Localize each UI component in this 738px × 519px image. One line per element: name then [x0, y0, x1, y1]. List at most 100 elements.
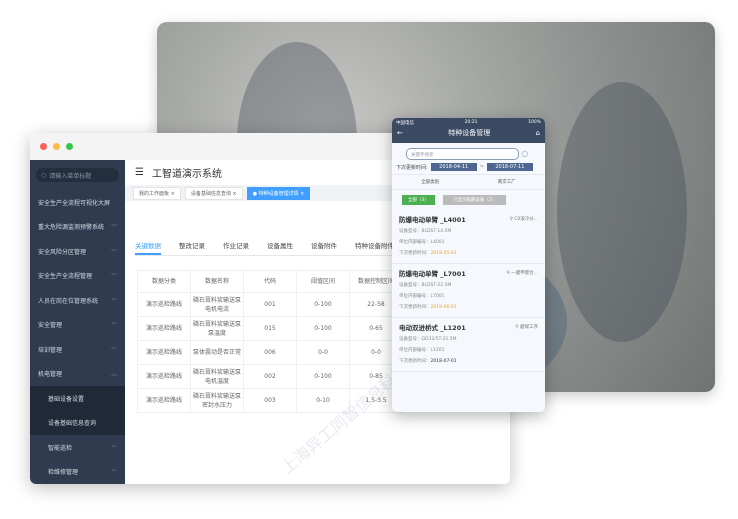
table-cell: 0-100 [296, 316, 350, 341]
table-cell: 003 [243, 388, 297, 413]
sidebar-item[interactable]: 培训管理 ﹀ [30, 337, 125, 362]
table-cell: 0-100 [296, 364, 350, 389]
column-header: 数据名称 [190, 270, 244, 293]
table-cell: 演示巡检路线 [137, 316, 191, 341]
status-bar: 中国电信 20:21 100% [396, 120, 541, 126]
table-cell: 磷石膏料浆输送泵电机温度 [190, 364, 244, 389]
equipment-card[interactable]: 防爆电动单臂 _L7001 ⚲ 一膜甲醛合... 设备型号：BLDST-22.5M… [392, 264, 545, 318]
near-expiry-button[interactable]: 只显示临期设备（2） [442, 195, 507, 205]
content-tab[interactable]: 设备属性 [267, 242, 293, 250]
home-icon[interactable]: ⌂ [535, 129, 540, 137]
sidebar-item-label: 基础设备设置 [48, 395, 85, 403]
sidebar-item[interactable]: 安全生产全流程管理 ﹀ [30, 264, 125, 289]
table-cell: 0-100 [296, 292, 350, 317]
sidebar-item-label: 重大危险源监测预警系统 [38, 224, 105, 232]
table-cell: 演示巡检路线 [137, 364, 191, 389]
content-tab[interactable]: 关键数据 [135, 240, 161, 255]
table-cell: 015 [243, 316, 297, 341]
sidebar-item-label: 安全生产全流程可视化大屏 [38, 199, 111, 207]
phone-mockup: 中国电信 20:21 100% ← 特种设备管理 ⌂ 关键字搜索 ○ 下次更新时间: 20… [392, 118, 545, 412]
search-icon: ○ [41, 171, 47, 179]
close-tab-icon[interactable]: × [300, 190, 305, 197]
column-header: 阈值区间 [296, 270, 350, 293]
location-pin-icon: ⚲ [515, 325, 519, 330]
chevron-down-icon: ﹀ [110, 224, 117, 232]
table-cell: 002 [243, 364, 297, 389]
location-pin-icon: ⚲ [509, 217, 513, 222]
chevron-down-icon: ﹀ [110, 273, 117, 281]
category-filter[interactable]: 全部类别 [421, 180, 440, 185]
table-cell: 演示巡检路线 [137, 388, 191, 413]
equipment-card[interactable]: 防爆电动单臂 _L4001 ⚲ C0滚冷分... 设备型号：BLDST-14.5M… [392, 210, 545, 264]
table-row: 演示巡检路线 磷石膏料浆输送泵电机电流 001 0-100 22-58 [137, 292, 403, 317]
sidebar-item-label: 人员在岗在位管理系统 [38, 297, 99, 305]
search-icon[interactable]: ○ [521, 149, 529, 158]
sidebar-item[interactable]: 检维修管理 ﹀ [30, 460, 125, 485]
sidebar-item[interactable]: 基础设备设置 [30, 386, 125, 411]
menu-search-input[interactable]: ○ 请输入菜单标题 [36, 168, 119, 182]
table-cell: 001 [243, 292, 297, 317]
hamburger-menu-icon[interactable]: ☰ [135, 167, 144, 178]
sidebar-item-label: 机电管理 [38, 371, 63, 379]
close-tab-icon[interactable]: × [170, 190, 175, 197]
table-cell: 0-10 [296, 388, 350, 413]
table-row: 演示巡检路线 磷石膏料浆输送泵泵温度 015 0-100 0-65 [137, 316, 403, 341]
sidebar-item[interactable]: 机电管理 ︿ [30, 362, 125, 387]
table-cell: 泵体震动是否正常 [190, 340, 244, 365]
sidebar-item-label: 设备基础信息查询 [48, 420, 97, 428]
factory-filter[interactable]: 南京工厂 [497, 180, 516, 185]
table-cell: 磷石膏料浆输送泵电机电流 [190, 292, 244, 317]
sidebar-item[interactable]: 设备基础信息查询 [30, 410, 125, 435]
open-tab[interactable]: ● 特种设备管理详情 × [246, 186, 311, 200]
back-arrow-icon[interactable]: ← [397, 129, 403, 137]
date-to[interactable]: 2018-07-11 [486, 163, 533, 171]
table-cell: 磷石膏料浆输送泵泵温度 [190, 316, 244, 341]
column-header: 数据分类 [137, 270, 191, 293]
open-tab[interactable]: 我的工作面板 × [133, 186, 181, 200]
chevron-down-icon: ﹀ [110, 469, 117, 477]
equipment-card[interactable]: 电动双进桥式 _L1201 ⚲ 磨煤工序 设备型号：QD32/5T-25.5M 单… [392, 318, 545, 372]
key-data-table: 数据分类 数据名称 代码 阈值区间 数据控制区间 演示巡检路线 磷石膏料浆输送泵电机电流 00… [137, 270, 403, 413]
chevron-up-icon: ︿ [110, 371, 117, 379]
content-tabs: 关键数据 整改记录 作业记录 设备属性 设备附件 特种设备附件 [135, 240, 495, 256]
chevron-down-icon: ﹀ [110, 297, 117, 305]
page-title: 工智道演示系统 [151, 169, 222, 180]
keyword-search-input[interactable]: 关键字搜索 [406, 148, 519, 160]
sidebar-item-label: 安全生产全流程管理 [38, 273, 93, 281]
table-cell: 磷石膏料浆输送泵密封水压力 [190, 388, 244, 413]
table-cell: 演示巡检路线 [137, 292, 191, 317]
chevron-down-icon: ﹀ [110, 346, 117, 354]
sidebar-item[interactable]: 重大危险源监测预警系统 ﹀ [30, 215, 125, 240]
sidebar: ○ 请输入菜单标题 安全生产全流程可视化大屏 重大危险源监测预警系统 ﹀ 安全风险分区管… [30, 160, 125, 484]
table-cell: 0-0 [296, 340, 350, 365]
sidebar-item[interactable]: 安全风险分区管理 ﹀ [30, 239, 125, 264]
chevron-down-icon: ﹀ [110, 444, 117, 452]
phone-title: 特种设备管理 [448, 129, 491, 137]
all-button[interactable]: 全部（3） [402, 195, 435, 205]
column-header: 代码 [243, 270, 297, 293]
close-button[interactable] [40, 143, 47, 150]
content-tab[interactable]: 特种设备附件 [355, 242, 394, 250]
sidebar-item-label: 检维修管理 [48, 469, 79, 477]
sidebar-item-label: 培训管理 [38, 346, 63, 354]
content-tab[interactable]: 设备附件 [311, 242, 337, 250]
content-tab[interactable]: 作业记录 [223, 242, 249, 250]
maximize-button[interactable] [66, 143, 73, 150]
sidebar-item[interactable]: 安全生产全流程可视化大屏 [30, 190, 125, 215]
table-cell: 演示巡检路线 [137, 340, 191, 365]
chevron-down-icon: ﹀ [110, 322, 117, 330]
table-cell: 006 [243, 340, 297, 365]
sidebar-item-label: 安全风险分区管理 [38, 248, 87, 256]
content-tab[interactable]: 整改记录 [179, 242, 205, 250]
open-tab[interactable]: 设备基础信息查询 × [184, 186, 243, 200]
date-from[interactable]: 2018-04-11 [430, 163, 477, 171]
table-row: 演示巡检路线 泵体震动是否正常 006 0-0 0-0 [137, 340, 403, 365]
minimize-button[interactable] [53, 143, 60, 150]
close-tab-icon[interactable]: × [232, 190, 237, 197]
sidebar-item[interactable]: 人员在岗在位管理系统 ﹀ [30, 288, 125, 313]
sidebar-item[interactable]: 智能巡检 ﹀ [30, 435, 125, 460]
location-pin-icon: ⚲ [506, 271, 510, 276]
sidebar-item[interactable]: 安全管理 ﹀ [30, 313, 125, 338]
chevron-down-icon: ﹀ [110, 248, 117, 256]
sidebar-item-label: 安全管理 [38, 322, 63, 330]
